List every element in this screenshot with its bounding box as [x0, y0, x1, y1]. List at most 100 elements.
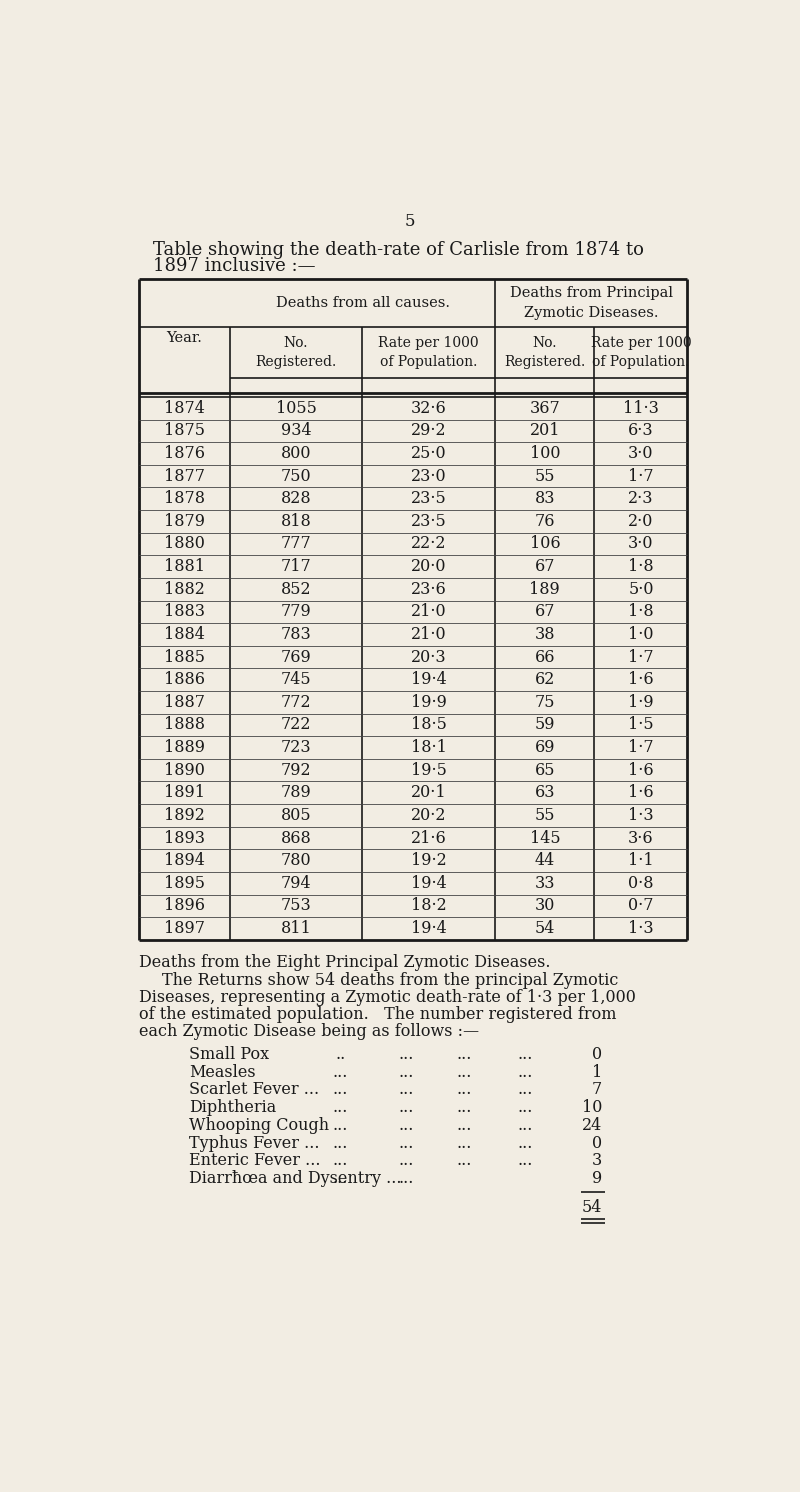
- Text: 24: 24: [582, 1118, 602, 1134]
- Text: No.
Registered.: No. Registered.: [504, 336, 586, 369]
- Text: 792: 792: [281, 761, 311, 779]
- Text: 367: 367: [530, 400, 560, 416]
- Text: ...: ...: [333, 1100, 348, 1116]
- Text: 75: 75: [534, 694, 555, 710]
- Text: 0·8: 0·8: [628, 874, 654, 892]
- Text: ...: ...: [457, 1046, 472, 1064]
- Text: 30: 30: [534, 897, 555, 915]
- Text: Enteric Fever ...: Enteric Fever ...: [189, 1152, 321, 1170]
- Text: ...: ...: [457, 1134, 472, 1152]
- Text: ...: ...: [457, 1100, 472, 1116]
- Text: 1·1: 1·1: [628, 852, 654, 870]
- Text: 29·2: 29·2: [410, 422, 446, 439]
- Text: 23·5: 23·5: [410, 491, 446, 507]
- Text: 1: 1: [592, 1064, 602, 1080]
- Text: Deaths from the Eight Principal Zymotic Diseases.: Deaths from the Eight Principal Zymotic …: [138, 953, 550, 971]
- Text: 1886: 1886: [164, 671, 205, 688]
- Text: 753: 753: [281, 897, 311, 915]
- Text: ...: ...: [457, 1064, 472, 1080]
- Text: 20·2: 20·2: [411, 807, 446, 824]
- Text: 717: 717: [281, 558, 311, 574]
- Text: 1891: 1891: [164, 785, 205, 801]
- Text: 1·3: 1·3: [628, 807, 654, 824]
- Text: 828: 828: [281, 491, 311, 507]
- Text: ...: ...: [398, 1046, 414, 1064]
- Text: 145: 145: [530, 830, 560, 846]
- Text: 0: 0: [592, 1134, 602, 1152]
- Text: Small Pox: Small Pox: [189, 1046, 270, 1064]
- Text: 55: 55: [534, 807, 555, 824]
- Text: 59: 59: [534, 716, 555, 734]
- Text: ...: ...: [398, 1100, 414, 1116]
- Text: 1882: 1882: [164, 580, 205, 598]
- Text: ...: ...: [398, 1152, 414, 1170]
- Text: 1893: 1893: [164, 830, 205, 846]
- Text: 1·5: 1·5: [628, 716, 654, 734]
- Text: 201: 201: [530, 422, 560, 439]
- Text: 777: 777: [281, 536, 311, 552]
- Text: 1894: 1894: [164, 852, 205, 870]
- Text: 1·6: 1·6: [628, 671, 654, 688]
- Text: ...: ...: [333, 1064, 348, 1080]
- Text: 2·3: 2·3: [628, 491, 654, 507]
- Text: 67: 67: [534, 558, 555, 574]
- Text: 3·0: 3·0: [628, 536, 654, 552]
- Text: 794: 794: [281, 874, 311, 892]
- Text: Diarrħœa and Dysentry ...: Diarrħœa and Dysentry ...: [189, 1170, 402, 1188]
- Text: 722: 722: [281, 716, 311, 734]
- Text: 1055: 1055: [276, 400, 317, 416]
- Text: 1·8: 1·8: [628, 558, 654, 574]
- Text: ...: ...: [517, 1082, 532, 1098]
- Text: 65: 65: [534, 761, 555, 779]
- Text: ...: ...: [398, 1118, 414, 1134]
- Text: 769: 769: [281, 649, 311, 665]
- Text: 100: 100: [530, 445, 560, 463]
- Text: 1883: 1883: [164, 603, 205, 621]
- Text: 1875: 1875: [164, 422, 205, 439]
- Text: 1890: 1890: [164, 761, 205, 779]
- Text: 1880: 1880: [164, 536, 205, 552]
- Text: 789: 789: [281, 785, 311, 801]
- Text: 1·8: 1·8: [628, 603, 654, 621]
- Text: 750: 750: [281, 467, 311, 485]
- Text: ...: ...: [517, 1064, 532, 1080]
- Text: 1·9: 1·9: [628, 694, 654, 710]
- Text: 1·3: 1·3: [628, 921, 654, 937]
- Text: 1·7: 1·7: [628, 467, 654, 485]
- Text: ...: ...: [517, 1134, 532, 1152]
- Text: 189: 189: [530, 580, 560, 598]
- Text: ...: ...: [333, 1152, 348, 1170]
- Text: Table showing the death-rate of Carlisle from 1874 to: Table showing the death-rate of Carlisle…: [153, 240, 643, 260]
- Text: 18·5: 18·5: [410, 716, 446, 734]
- Text: 1884: 1884: [164, 627, 205, 643]
- Text: 83: 83: [534, 491, 555, 507]
- Text: 19·4: 19·4: [410, 874, 446, 892]
- Text: 723: 723: [281, 739, 311, 756]
- Text: 1·6: 1·6: [628, 761, 654, 779]
- Text: 868: 868: [281, 830, 311, 846]
- Text: 811: 811: [281, 921, 311, 937]
- Text: 67: 67: [534, 603, 555, 621]
- Text: 1885: 1885: [164, 649, 205, 665]
- Text: 19·5: 19·5: [410, 761, 446, 779]
- Text: 19·2: 19·2: [410, 852, 446, 870]
- Text: 54: 54: [582, 1200, 602, 1216]
- Text: Diphtheria: Diphtheria: [189, 1100, 276, 1116]
- Text: 66: 66: [534, 649, 555, 665]
- Text: ...: ...: [457, 1152, 472, 1170]
- Text: 772: 772: [281, 694, 311, 710]
- Text: 69: 69: [534, 739, 555, 756]
- Text: 10: 10: [582, 1100, 602, 1116]
- Text: Deaths from Principal
Zymotic Diseases.: Deaths from Principal Zymotic Diseases.: [510, 285, 673, 321]
- Text: 1874: 1874: [164, 400, 205, 416]
- Text: 800: 800: [281, 445, 311, 463]
- Text: ...: ...: [398, 1064, 414, 1080]
- Text: 1887: 1887: [164, 694, 205, 710]
- Text: 19·4: 19·4: [410, 921, 446, 937]
- Text: Deaths from all causes.: Deaths from all causes.: [276, 295, 450, 310]
- Text: ...: ...: [398, 1170, 414, 1188]
- Text: ..: ..: [335, 1046, 346, 1064]
- Text: The Returns show 54 deaths from the principal Zymotic: The Returns show 54 deaths from the prin…: [162, 973, 618, 989]
- Text: ...: ...: [333, 1082, 348, 1098]
- Text: 780: 780: [281, 852, 311, 870]
